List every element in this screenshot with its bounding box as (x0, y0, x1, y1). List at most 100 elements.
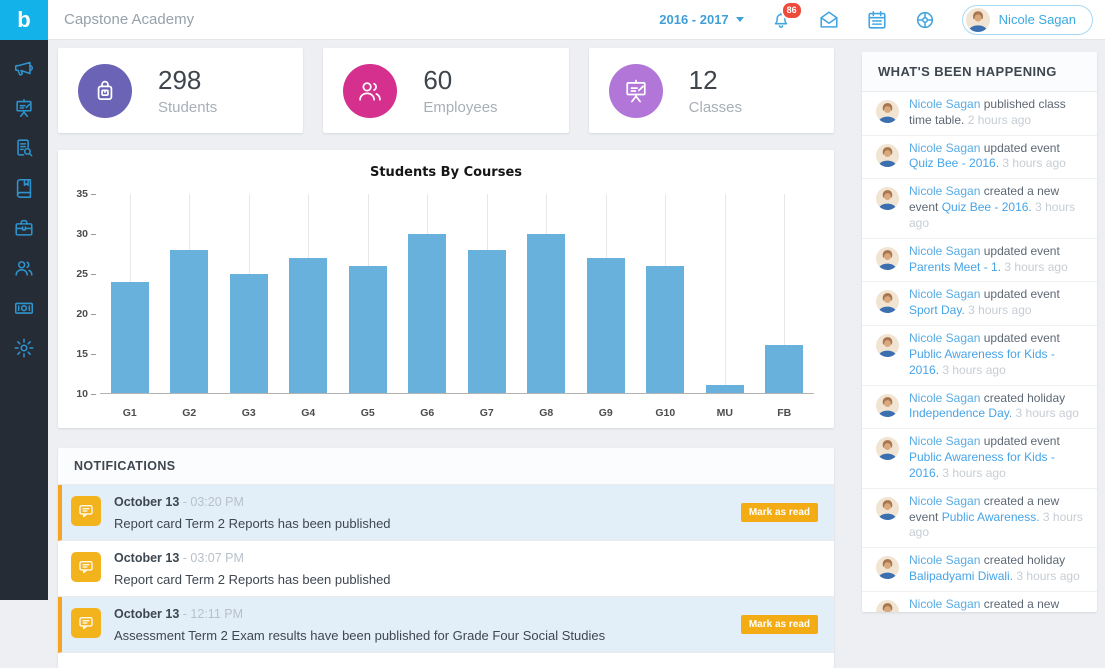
mark-as-read-button[interactable]: Mark as read (740, 502, 818, 522)
chart-x-label: G1 (122, 407, 137, 419)
app-logo[interactable]: b (0, 0, 48, 40)
classes-count: 12 (688, 65, 718, 95)
activity-target-link[interactable]: Sport Day. (909, 303, 965, 318)
activity-timestamp: 3 hours ago (1002, 156, 1066, 171)
avatar (876, 334, 899, 358)
chart-plot (100, 194, 814, 394)
stat-icon-circle (78, 63, 132, 118)
chart-bar-G5 (348, 265, 387, 393)
helm-icon (916, 11, 933, 28)
activity-action-text: updated event (983, 243, 1060, 258)
academic-year-label: 2016 - 2017 (659, 12, 729, 27)
stat-icon-circle (608, 63, 663, 118)
topbar: b Capstone Academy 2016 - 2017 86 (0, 0, 1105, 40)
activity-action-text: updated event (983, 287, 1060, 302)
activity-item: Nicole Sagan created a new event Quiz Be… (862, 179, 1097, 239)
activity-user-link[interactable]: Nicole Sagan (909, 140, 981, 155)
activity-target-link[interactable]: Quiz Bee - 2016. (941, 200, 1032, 215)
activity-item: Nicole Sagan created a new event Sport D… (862, 592, 1097, 612)
notifications-title: NOTIFICATIONS (58, 448, 834, 485)
avatar (876, 246, 899, 270)
chart-y-label: 35 (76, 188, 96, 200)
chart-slot (100, 194, 160, 393)
chart-x-label: G7 (479, 407, 494, 419)
chart-bar-G1 (110, 281, 149, 393)
notification-time: 03:07 PM (179, 551, 244, 565)
notifications-bell-button[interactable]: 86 (770, 0, 803, 31)
chart-x-label: G4 (301, 407, 316, 419)
activity-target-link[interactable]: Balipadyami Diwali. (909, 569, 1014, 584)
activity-item: Nicole Sagan updated event Public Awaren… (862, 429, 1097, 489)
message-bubble-icon (71, 552, 101, 582)
activity-user-link[interactable]: Nicole Sagan (909, 493, 981, 508)
sidebar-item-payments[interactable] (0, 288, 48, 328)
stat-card-classes: 12 Classes (588, 48, 834, 133)
avatar (876, 393, 899, 417)
chart-slot (457, 194, 517, 393)
mark-as-read-button[interactable]: Mark as read (740, 614, 818, 634)
students-count: 298 (158, 65, 202, 95)
activity-user-link[interactable]: Nicole Sagan (909, 331, 981, 346)
chart-y-label: 30 (76, 228, 96, 240)
activity-target-link[interactable]: Parents Meet - 1. (909, 259, 1002, 274)
calendar-button[interactable] (866, 9, 888, 31)
notification-time: 03:20 PM (179, 495, 244, 509)
chart-y-axis: 10 15 20 25 30 35 (58, 188, 100, 400)
activity-feed-panel: WHAT'S BEEN HAPPENING Nicole Sagan publi… (862, 52, 1097, 612)
notification-message: Report card Term 2 Reports has been publ… (114, 516, 391, 531)
chart-x-label: G8 (539, 407, 554, 419)
chart-gridline (724, 194, 726, 393)
activity-target-link[interactable]: Public Awareness for Kids - 2016. (909, 450, 1055, 480)
activity-feed-list: Nicole Sagan published class time table.… (862, 92, 1097, 612)
activity-target-link[interactable]: Public Awareness. (941, 509, 1040, 524)
stat-card-students: 298 Students (58, 48, 304, 133)
activity-user-link[interactable]: Nicole Sagan (909, 390, 981, 405)
sidebar-item-jobs[interactable] (0, 208, 48, 248)
chart-slot (219, 194, 279, 393)
activity-user-link[interactable]: Nicole Sagan (909, 287, 981, 302)
activity-timestamp: 3 hours ago (909, 509, 1083, 540)
activity-timestamp: 3 hours ago (968, 303, 1032, 318)
avatar (876, 143, 899, 167)
activity-user-link[interactable]: Nicole Sagan (909, 243, 981, 258)
avatar (876, 187, 899, 211)
calendar-icon (868, 10, 886, 29)
chart-title: Students By Courses (369, 165, 523, 180)
activity-target-link[interactable]: Independence Day. (909, 406, 1013, 421)
activity-item: Nicole Sagan updated event Sport Day. 3 … (862, 282, 1097, 327)
portal-button[interactable] (914, 9, 936, 31)
activity-user-link[interactable]: Nicole Sagan (909, 553, 981, 568)
activity-user-link[interactable]: Nicole Sagan (909, 596, 981, 611)
sidebar-item-exams[interactable] (0, 128, 48, 168)
activity-user-link[interactable]: Nicole Sagan (909, 434, 981, 449)
sidebar-item-settings[interactable] (0, 328, 48, 368)
sidebar-item-classes[interactable] (0, 88, 48, 128)
sidebar-item-students[interactable] (0, 248, 48, 288)
academic-year-dropdown[interactable]: 2016 - 2017 (659, 12, 744, 27)
sidebar-item-library[interactable] (0, 168, 48, 208)
activity-item: Nicole Sagan updated event Public Awaren… (862, 326, 1097, 386)
activity-item: Nicole Sagan updated event Quiz Bee - 20… (862, 136, 1097, 180)
megaphone-icon (14, 61, 34, 76)
chart-x-label: G2 (182, 407, 197, 419)
activity-action-text: created a new event (909, 184, 1060, 215)
chart-x-label: G5 (360, 407, 375, 419)
book-icon (16, 178, 32, 198)
chart-slot (279, 194, 339, 393)
chart-x-label: FB (777, 407, 792, 419)
notification-date: October 13 (114, 551, 180, 565)
users-icon (15, 261, 33, 276)
activity-target-link[interactable]: Quiz Bee - 2016. (909, 156, 1000, 171)
employees-count: 60 (423, 65, 453, 95)
sidebar-item-announcements[interactable] (0, 48, 48, 88)
employees-label: Employees (423, 99, 498, 116)
chart-bar-G10 (646, 265, 685, 393)
avatar (876, 599, 899, 612)
activity-user-link[interactable]: Nicole Sagan (909, 184, 981, 199)
activity-user-link[interactable]: Nicole Sagan (909, 97, 981, 111)
messages-button[interactable] (818, 9, 840, 31)
chart-bar-G8 (527, 233, 566, 393)
activity-target-link[interactable]: Public Awareness for Kids - 2016. (909, 346, 1055, 377)
user-menu[interactable]: Nicole Sagan (961, 4, 1093, 35)
avatar (876, 437, 899, 461)
